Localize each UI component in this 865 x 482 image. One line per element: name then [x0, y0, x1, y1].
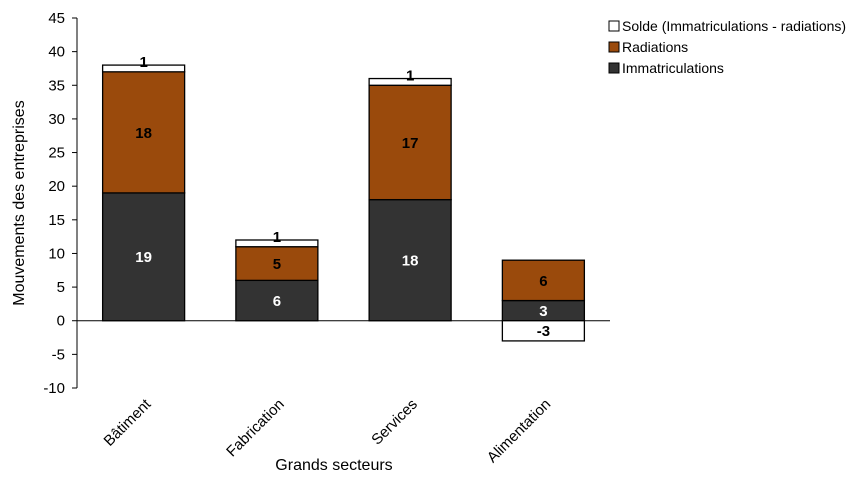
bar-radiations — [101, 71, 186, 194]
data-label-solde-immatriculations-radiations: 1 — [273, 229, 281, 246]
legend-label-immatriculations: Immatriculations — [622, 60, 724, 76]
bar-solde-immatriculations-radiations — [235, 239, 319, 248]
data-label-radiations: 6 — [539, 273, 547, 290]
legend-swatch-immatriculations — [608, 62, 620, 74]
legend-swatch-radiations — [608, 41, 620, 53]
legend-swatch-solde-immatriculations-radiations — [608, 20, 620, 32]
y-tick-label: 45 — [48, 10, 65, 27]
data-label-immatriculations: 3 — [539, 303, 547, 320]
data-label-radiations: 17 — [402, 135, 419, 152]
y-tick-label: 0 — [57, 313, 65, 330]
bar-immatriculations — [101, 192, 186, 322]
bar-radiations — [501, 259, 586, 302]
bar-radiations — [235, 246, 319, 282]
data-label-radiations: 5 — [273, 256, 281, 273]
bar-solde-immatriculations-radiations — [101, 64, 186, 73]
x-tick-label: Services — [368, 396, 421, 449]
legend-label-radiations: Radiations — [622, 39, 688, 55]
data-label-immatriculations: 18 — [402, 253, 419, 270]
x-tick-label: Bâtiment — [101, 395, 155, 449]
bar-solde-immatriculations-radiations — [368, 77, 452, 86]
x-tick-label: Fabrication — [223, 396, 287, 460]
y-tick-label: 10 — [48, 245, 65, 262]
data-label-immatriculations: 6 — [273, 293, 281, 310]
data-label-solde-immatriculations-radiations: 1 — [139, 54, 147, 71]
y-tick-label: -5 — [52, 346, 65, 363]
y-tick-label: 35 — [48, 77, 65, 94]
x-tick-label: Alimentation — [484, 396, 554, 466]
y-tick-label: 15 — [48, 212, 65, 229]
bar-radiations — [368, 84, 452, 201]
y-tick-label: 25 — [48, 145, 65, 162]
data-label-immatriculations: 19 — [135, 249, 152, 266]
y-tick-label: 5 — [57, 279, 65, 296]
legend-label-solde-immatriculations-radiations: Solde (Immatriculations - radiations) — [622, 18, 846, 34]
y-tick-label: 40 — [48, 44, 65, 61]
data-label-solde-immatriculations-radiations: -3 — [537, 323, 550, 340]
y-tick-label: 30 — [48, 111, 65, 128]
data-label-solde-immatriculations-radiations: 1 — [406, 68, 414, 85]
bar-solde-immatriculations-radiations — [501, 320, 586, 342]
bar-immatriculations — [368, 198, 452, 322]
x-axis-title: Grands secteurs — [275, 457, 392, 474]
y-tick-label: 20 — [48, 178, 65, 195]
data-label-radiations: 18 — [135, 125, 152, 142]
y-tick-label: -10 — [43, 380, 65, 397]
y-axis-title: Mouvements des entreprises — [11, 100, 28, 305]
bar-immatriculations — [235, 279, 319, 322]
